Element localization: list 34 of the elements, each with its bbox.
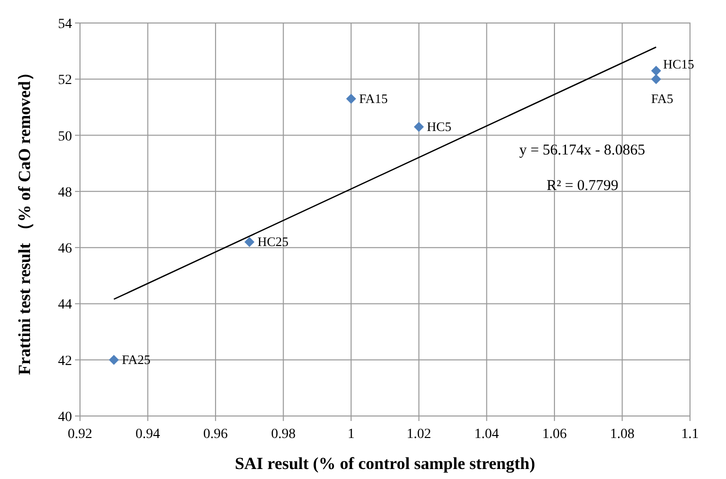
y-tick-label: 40 <box>58 410 72 425</box>
annotation: R² = 0.7799 <box>546 178 618 194</box>
point <box>244 236 254 247</box>
point <box>346 94 356 104</box>
annotation: HC15 <box>663 56 694 72</box>
y-tick-label: 46 <box>58 242 72 257</box>
y-tick-label: 50 <box>58 129 72 144</box>
x-tick-label: 1.08 <box>610 427 634 442</box>
y-axis-title: Frattini test result （% of CaO removed） <box>15 64 34 375</box>
x-tick-label: 1.06 <box>542 427 567 442</box>
point <box>651 74 662 84</box>
x-tick-label: 0.96 <box>203 427 228 442</box>
x-tick-label: 0.94 <box>136 427 160 442</box>
y-tick-label: 44 <box>58 298 72 313</box>
y-tick-label: 48 <box>58 185 72 200</box>
x-tick-label: 0.98 <box>271 427 296 442</box>
annotation: FA25 <box>122 352 151 367</box>
y-tick-label: 54 <box>58 17 72 32</box>
y-tick-label: 42 <box>58 354 72 369</box>
x-tick-label: 1.02 <box>406 427 432 442</box>
point <box>414 122 424 132</box>
x-tick-label: 1.1 <box>681 427 699 442</box>
x-tick-label: 1.04 <box>474 427 499 442</box>
annotation: FA5 <box>651 91 674 106</box>
x-axis-title: SAI result (% of control sample strength) <box>234 454 536 473</box>
point <box>108 354 119 365</box>
y-tick-label: 52 <box>58 73 72 88</box>
annotation: y = 56.174x - 8.0865 <box>519 142 646 159</box>
x-tick-label: 0.92 <box>68 427 92 442</box>
point <box>651 66 662 76</box>
annotation: HC25 <box>257 234 289 249</box>
annotation: FA15 <box>359 90 388 106</box>
annotation: HC5 <box>426 118 452 134</box>
x-tick-label: 1 <box>348 427 355 442</box>
